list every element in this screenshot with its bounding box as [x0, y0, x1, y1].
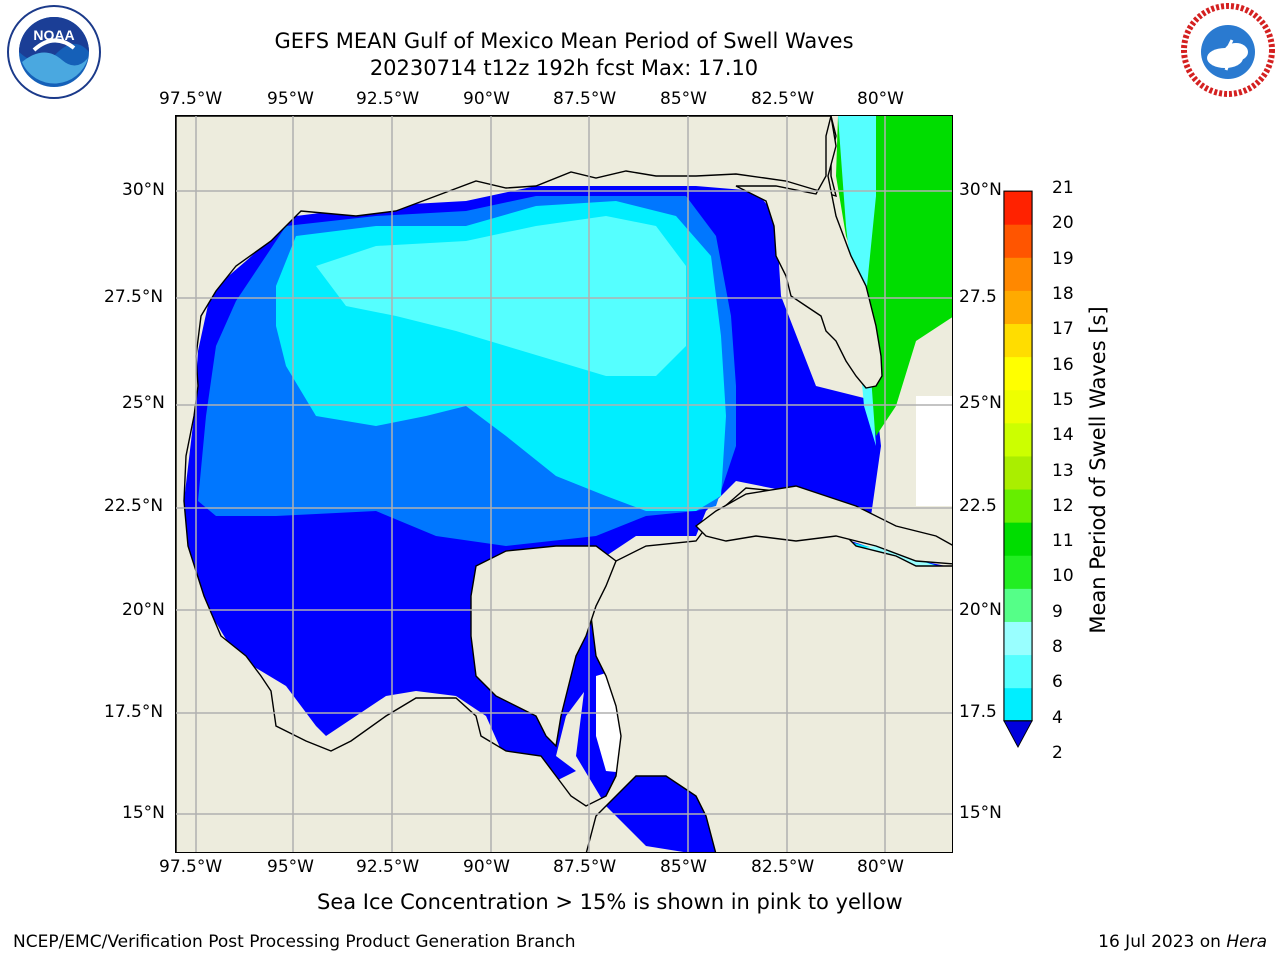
- colorbar-segment: [1003, 224, 1033, 258]
- colorbar-segment: [1003, 422, 1033, 457]
- lat-label-right: 15°N: [959, 803, 1002, 823]
- map-svg: [176, 116, 952, 852]
- colorbar-segment: [1003, 356, 1033, 391]
- colorbar-tick-label: 6: [1052, 672, 1063, 693]
- date-text: 16 Jul 2023 on: [1098, 932, 1227, 952]
- svg-text:NOAA: NOAA: [33, 27, 74, 43]
- lon-label-bottom: 90°W: [463, 857, 510, 877]
- colorbar-tick-label: 9: [1052, 601, 1063, 622]
- lon-label-bottom: 80°W: [857, 857, 904, 877]
- colorbar-segment: [1003, 389, 1033, 424]
- lat-label-right: 27.5: [959, 287, 997, 307]
- lat-label-right: 17.5: [959, 702, 997, 722]
- colorbar-title: Mean Period of Swell Waves [s]: [1086, 306, 1110, 634]
- lon-label-top: 90°W: [463, 89, 510, 109]
- machine-name: Hera: [1226, 932, 1267, 952]
- colorbar-segment: [1003, 191, 1033, 225]
- colorbar-tick-label: 17: [1052, 319, 1074, 340]
- lat-label-left: 30°N: [122, 180, 165, 200]
- colorbar-tick-label: 4: [1052, 707, 1063, 728]
- colorbar-segment: [1003, 687, 1033, 722]
- colorbar-segment: [1003, 455, 1033, 490]
- colorbar-tick-label: 21: [1052, 178, 1074, 198]
- lon-label-top: 92.5°W: [356, 89, 420, 109]
- lat-label-left: 20°N: [122, 600, 165, 620]
- lon-label-bottom: 95°W: [267, 857, 314, 877]
- colorbar-tick-label: 2: [1052, 743, 1063, 763]
- colorbar-tick-label: 11: [1052, 531, 1074, 552]
- credit-text: NCEP/EMC/Verification Post Processing Pr…: [13, 932, 576, 952]
- colorbar-segment: [1003, 555, 1033, 589]
- lon-label-top: 97.5°W: [159, 89, 223, 109]
- colorbar-tick-label: 15: [1052, 389, 1074, 410]
- colorbar-tick-label: 12: [1052, 495, 1074, 516]
- lon-label-bottom: 82.5°W: [751, 857, 815, 877]
- colorbar-segment: [1003, 489, 1033, 523]
- lat-label-left: 22.5°N: [104, 496, 164, 516]
- chart-subtitle: 20230714 t12z 192h fcst Max: 17.10: [369, 56, 759, 80]
- nodata-patch: [916, 396, 952, 506]
- colorbar-tick-label: 20: [1052, 213, 1074, 234]
- lat-label-right: 22.5: [959, 496, 997, 516]
- lon-label-top: 85°W: [660, 89, 707, 109]
- lat-label-right: 25°N: [959, 393, 1002, 413]
- lon-label-top: 87.5°W: [553, 89, 617, 109]
- lat-label-left: 15°N: [122, 803, 165, 823]
- lat-label-right: 20°N: [959, 600, 1002, 620]
- date-stamp: 16 Jul 2023 on Hera: [1098, 932, 1267, 952]
- noaa-logo: NOAA: [7, 5, 101, 99]
- lat-label-right: 30°N: [959, 180, 1002, 200]
- coastlines: [176, 116, 952, 852]
- colorbar-tick-label: 8: [1052, 637, 1063, 658]
- colorbar-tick-label: 13: [1052, 460, 1074, 481]
- lat-label-left: 25°N: [122, 393, 165, 413]
- colorbar-segment: [1003, 588, 1033, 622]
- colorbar-tick-label: 10: [1052, 566, 1074, 587]
- lon-label-bottom: 97.5°W: [159, 857, 223, 877]
- colorbar: [1003, 190, 1033, 749]
- chart-title: GEFS MEAN Gulf of Mexico Mean Period of …: [274, 29, 854, 53]
- colorbar-segment: [1003, 654, 1033, 689]
- lon-label-bottom: 92.5°W: [356, 857, 420, 877]
- lon-label-top: 80°W: [857, 89, 904, 109]
- colorbar-extend-min: [1003, 720, 1033, 749]
- lon-label-bottom: 85°W: [660, 857, 707, 877]
- colorbar-segment: [1003, 290, 1033, 325]
- lon-label-top: 82.5°W: [751, 89, 815, 109]
- colorbar-tick-label: 18: [1052, 283, 1074, 304]
- nws-logo: [1181, 3, 1275, 97]
- lat-label-left: 17.5°N: [104, 702, 164, 722]
- lon-label-bottom: 87.5°W: [553, 857, 617, 877]
- colorbar-segment: [1003, 257, 1033, 291]
- graticule: [176, 116, 952, 852]
- colorbar-segment: [1003, 323, 1033, 358]
- colorbar-tick-label: 14: [1052, 425, 1074, 446]
- sea-ice-note: Sea Ice Concentration > 15% is shown in …: [317, 890, 903, 914]
- band-8-9s: [316, 216, 686, 376]
- lat-label-left: 27.5°N: [104, 287, 164, 307]
- colorbar-segment: [1003, 621, 1033, 656]
- colorbar-tick-label: 19: [1052, 248, 1074, 269]
- lon-label-top: 95°W: [267, 89, 314, 109]
- map-panel: [175, 115, 953, 853]
- colorbar-tick-label: 16: [1052, 354, 1074, 375]
- colorbar-border: [1003, 190, 1033, 722]
- colorbar-segment: [1003, 522, 1033, 556]
